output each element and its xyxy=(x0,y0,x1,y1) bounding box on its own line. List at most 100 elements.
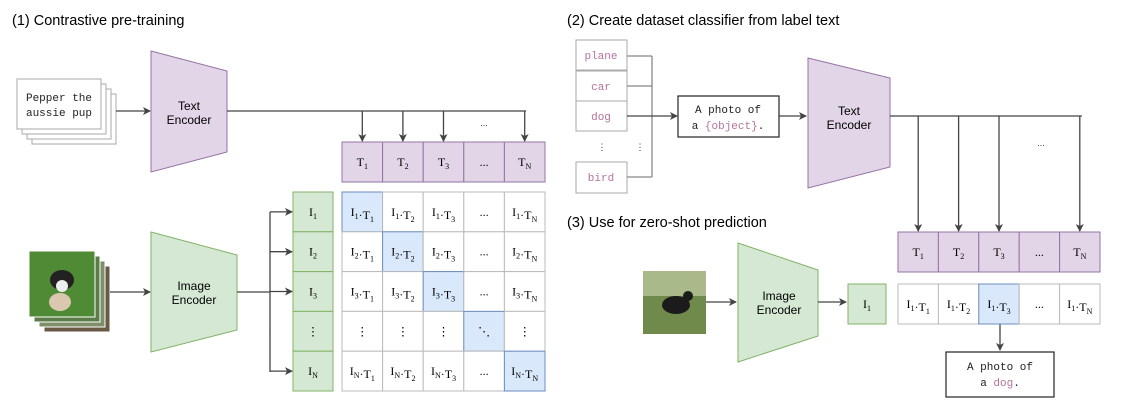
score-label: I1·T3 xyxy=(987,297,1010,316)
encoder-label: Encoder xyxy=(167,113,212,127)
similarity-cell xyxy=(463,350,505,392)
text-embedding-cell xyxy=(341,141,384,183)
similarity-label: I3·TN xyxy=(512,285,537,304)
similarity-label: IN·T1 xyxy=(350,364,375,383)
similarity-cell xyxy=(503,191,546,233)
similarity-cell xyxy=(503,310,546,352)
similarity-cell xyxy=(382,310,424,352)
score-cell xyxy=(978,283,1020,325)
encoder-label: Encoder xyxy=(827,118,872,132)
similarity-label: IN·T3 xyxy=(431,364,456,383)
similarity-cell xyxy=(463,310,505,352)
similarity-label: I2·TN xyxy=(512,245,537,264)
text-embedding-label: ... xyxy=(480,155,489,169)
encoder-label: Image xyxy=(177,279,211,293)
input-text-stack: Pepper the aussie pup xyxy=(16,78,117,145)
class-label: dog xyxy=(591,112,611,124)
ellipsis: ⋮ xyxy=(266,327,275,337)
similarity-cell xyxy=(503,271,546,312)
similarity-label: I1·T1 xyxy=(351,205,374,224)
similarity-label: ⋱ xyxy=(478,324,490,338)
input-text-line: Pepper the xyxy=(26,93,92,105)
section-title-pretraining: (1) Contrastive pre-training xyxy=(12,13,184,29)
similarity-label: I1·TN xyxy=(512,205,537,224)
image-encoder: Image Encoder xyxy=(150,231,238,353)
similarity-label: I2·T2 xyxy=(391,245,414,264)
ellipsis: ⋮ xyxy=(636,142,645,152)
image-encoder: Image Encoder xyxy=(737,242,819,363)
text-embedding-cell xyxy=(978,231,1020,273)
similarity-cell xyxy=(382,350,424,392)
similarity-label: I2·T3 xyxy=(432,245,455,264)
class-label-list: plane car dog bird xyxy=(575,39,628,194)
similarity-label: I3·T3 xyxy=(432,285,455,304)
section-title-zeroshot: (3) Use for zero-shot prediction xyxy=(567,215,767,231)
similarity-label: ⋮ xyxy=(356,324,368,338)
similarity-label: ⋮ xyxy=(438,324,450,338)
text-embedding-cell xyxy=(503,141,546,183)
similarity-label: I3·T2 xyxy=(391,285,414,304)
similarity-label: IN·TN xyxy=(511,364,538,383)
text-embedding-label: T1 xyxy=(913,245,924,261)
similarity-label: I1·T3 xyxy=(432,205,455,224)
query-image xyxy=(643,271,706,334)
score-label: I1·T1 xyxy=(907,297,930,316)
score-cell xyxy=(1059,283,1101,325)
encoder-label: Encoder xyxy=(757,303,802,317)
image-embedding-label: IN xyxy=(308,364,318,380)
text-embedding-label: T1 xyxy=(357,155,368,171)
image-embedding-cell xyxy=(292,231,334,273)
similarity-cell xyxy=(341,350,384,392)
similarity-label: I3·T1 xyxy=(351,285,374,304)
score-label: ... xyxy=(1035,297,1044,311)
text-encoder: Text Encoder xyxy=(150,50,228,173)
score-cell xyxy=(1018,283,1061,325)
similarity-label: I2·T1 xyxy=(351,245,374,264)
image-embedding-label: I2 xyxy=(309,245,317,261)
prediction-line: a dog. xyxy=(980,378,1020,390)
text-embedding-cell xyxy=(937,231,980,273)
text-embedding-cell xyxy=(1059,231,1101,273)
similarity-cell xyxy=(463,231,505,273)
ellipsis: ... xyxy=(480,118,488,128)
encoder-label: Encoder xyxy=(172,293,217,307)
image-embedding-cell xyxy=(847,283,887,325)
encoder-label: Image xyxy=(762,289,796,303)
similarity-label: IN·T2 xyxy=(390,364,415,383)
encoder-label: Text xyxy=(838,104,861,118)
image-embedding-label: I1 xyxy=(309,205,317,221)
image-embedding-cell xyxy=(292,271,334,312)
text-embedding-cell xyxy=(463,141,505,183)
text-embedding-cell xyxy=(1018,231,1061,273)
text-embedding-cell xyxy=(897,231,939,273)
similarity-cell xyxy=(422,310,465,352)
text-embedding-label: T3 xyxy=(993,245,1004,261)
score-label: I1·T2 xyxy=(947,297,970,316)
class-label-box xyxy=(575,100,628,132)
text-embedding-label: ... xyxy=(1035,245,1044,259)
similarity-cell xyxy=(422,191,465,233)
similarity-label: ⋮ xyxy=(519,324,531,338)
text-encoder: Text Encoder xyxy=(807,57,891,189)
input-text-line: aussie pup xyxy=(26,108,92,120)
class-label: bird xyxy=(588,173,614,185)
prompt-line: a {object}. xyxy=(692,121,765,133)
encoder-label: Text xyxy=(178,99,201,113)
similarity-cell xyxy=(341,191,384,233)
class-label: car xyxy=(591,82,611,94)
image-embedding-cell xyxy=(292,191,334,233)
image-embedding-cell xyxy=(292,350,334,392)
class-label-box xyxy=(575,70,628,102)
similarity-cell xyxy=(503,350,546,392)
prompt-template: A photo of a {object}. xyxy=(677,95,780,138)
prediction-line: A photo of xyxy=(967,362,1033,374)
similarity-cell xyxy=(503,231,546,273)
class-label-box xyxy=(575,39,628,71)
image-feature-line xyxy=(237,212,271,372)
class-label: plane xyxy=(584,51,617,63)
class-label-box xyxy=(575,161,628,194)
prediction-box: A photo of a dog. xyxy=(945,351,1055,398)
text-embedding-cell xyxy=(382,141,424,183)
image-embedding-cell xyxy=(292,310,334,352)
